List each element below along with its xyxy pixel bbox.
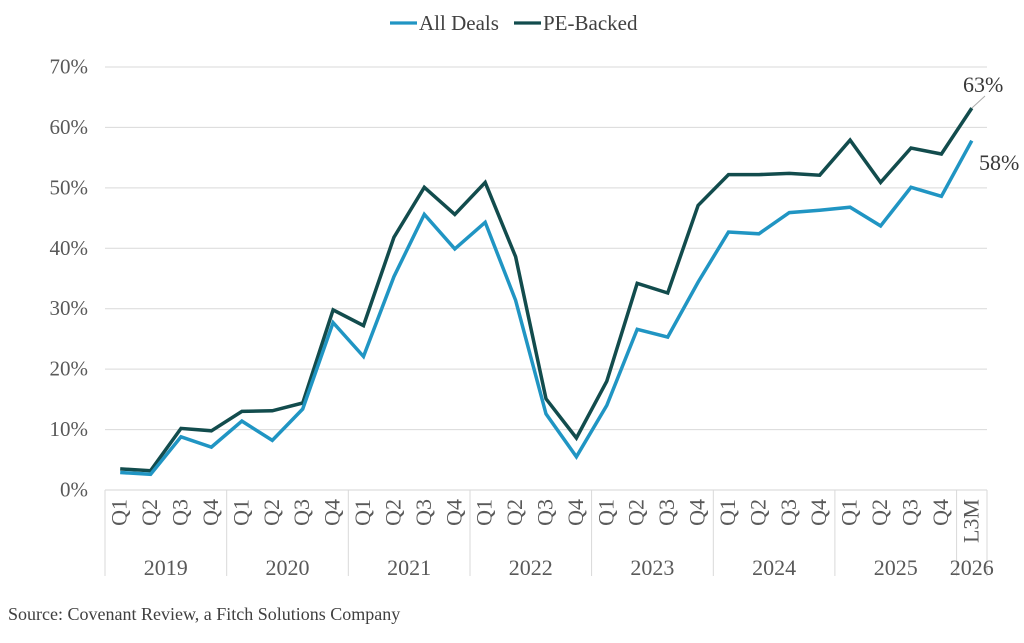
svg-text:70%: 70% xyxy=(50,55,89,79)
svg-text:Q3: Q3 xyxy=(289,499,314,526)
svg-text:Q1: Q1 xyxy=(107,499,132,526)
svg-text:Q4: Q4 xyxy=(563,499,588,526)
svg-text:Q2: Q2 xyxy=(137,499,162,526)
svg-text:Q3: Q3 xyxy=(411,499,436,526)
svg-text:Q1: Q1 xyxy=(837,499,862,526)
svg-text:2019: 2019 xyxy=(144,555,188,580)
svg-text:Q1: Q1 xyxy=(593,499,618,526)
svg-text:Q3: Q3 xyxy=(168,499,193,526)
svg-text:20%: 20% xyxy=(50,357,89,381)
svg-text:2022: 2022 xyxy=(509,555,553,580)
svg-text:2023: 2023 xyxy=(630,555,674,580)
svg-text:58%: 58% xyxy=(979,150,1019,175)
svg-text:Q2: Q2 xyxy=(259,499,284,526)
svg-text:Q1: Q1 xyxy=(228,499,253,526)
svg-text:PE-Backed: PE-Backed xyxy=(543,11,638,35)
svg-text:Source: Covenant Review, a Fit: Source: Covenant Review, a Fitch Solutio… xyxy=(8,604,400,624)
svg-text:50%: 50% xyxy=(50,175,89,199)
svg-text:2020: 2020 xyxy=(266,555,310,580)
svg-text:30%: 30% xyxy=(50,296,89,320)
svg-text:Q2: Q2 xyxy=(380,499,405,526)
svg-text:2024: 2024 xyxy=(752,555,796,580)
svg-text:Q3: Q3 xyxy=(654,499,679,526)
svg-text:2021: 2021 xyxy=(387,555,431,580)
svg-text:Q4: Q4 xyxy=(441,499,466,526)
svg-text:Q3: Q3 xyxy=(776,499,801,526)
svg-text:Q1: Q1 xyxy=(715,499,740,526)
svg-text:Q2: Q2 xyxy=(745,499,770,526)
svg-text:Q2: Q2 xyxy=(867,499,892,526)
svg-text:Q2: Q2 xyxy=(502,499,527,526)
svg-text:Q1: Q1 xyxy=(472,499,497,526)
svg-text:0%: 0% xyxy=(60,478,88,502)
svg-text:Q1: Q1 xyxy=(350,499,375,526)
svg-text:All Deals: All Deals xyxy=(419,11,499,35)
svg-text:Q4: Q4 xyxy=(198,499,223,526)
svg-text:Q2: Q2 xyxy=(624,499,649,526)
svg-text:63%: 63% xyxy=(963,72,1003,97)
svg-text:2026: 2026 xyxy=(950,555,994,580)
svg-text:Q4: Q4 xyxy=(685,499,710,526)
svg-text:Q4: Q4 xyxy=(320,499,345,526)
svg-text:40%: 40% xyxy=(50,236,89,260)
svg-text:L3M: L3M xyxy=(958,499,983,543)
svg-text:2025: 2025 xyxy=(874,555,918,580)
svg-text:10%: 10% xyxy=(50,417,89,441)
svg-text:Q4: Q4 xyxy=(928,499,953,526)
svg-text:60%: 60% xyxy=(50,115,89,139)
svg-text:Q4: Q4 xyxy=(806,499,831,526)
svg-text:Q3: Q3 xyxy=(533,499,558,526)
svg-text:Q3: Q3 xyxy=(898,499,923,526)
